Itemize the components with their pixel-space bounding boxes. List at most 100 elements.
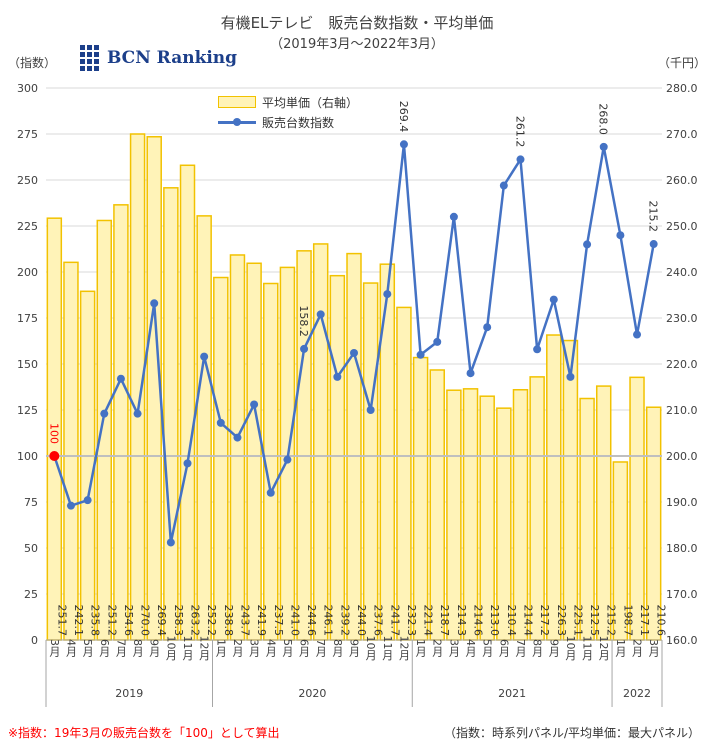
price-value-label: 238.8: [222, 605, 235, 637]
index-point: [433, 337, 442, 346]
month-label: 3月: [447, 639, 460, 657]
price-bar: [396, 306, 412, 641]
legend-line-swatch: [218, 117, 256, 127]
price-bar: [362, 282, 379, 641]
month-label: 8月: [531, 639, 544, 657]
index-point: [483, 323, 492, 332]
bcn-logo: BCN Ranking: [80, 40, 237, 76]
index-point: [633, 330, 642, 339]
month-label: 4月: [64, 639, 77, 657]
legend-item-index: 販売台数指数: [218, 112, 358, 132]
price-value-label: 263.2: [189, 605, 202, 637]
price-value-label: 210.4: [505, 605, 518, 637]
index-point: [333, 372, 342, 381]
right-axis-tick: 280.0: [666, 82, 698, 95]
footnote-panel-note: （指数：時系列パネル/平均単価：最大パネル）: [443, 726, 700, 740]
price-value-label: 244.6: [305, 605, 318, 637]
index-value-label: 261.2: [513, 116, 526, 148]
month-label: 1月: [614, 639, 627, 657]
price-value-label: 217.2: [538, 605, 551, 637]
index-point: [133, 409, 142, 418]
left-axis-tick: 50: [24, 542, 38, 555]
price-value-label: 251.2: [105, 605, 118, 637]
index-point: [300, 344, 309, 353]
left-axis-tick: 75: [24, 496, 38, 509]
price-value-label: 244.0: [355, 605, 368, 637]
month-label: 10月: [164, 636, 177, 661]
right-axis-unit: （千円）: [657, 56, 706, 70]
index-point: [116, 374, 125, 383]
legend-label-index: 販売台数指数: [262, 115, 335, 130]
month-label: 9月: [148, 639, 161, 657]
index-point: [466, 369, 475, 378]
left-axis-tick: 200: [17, 266, 38, 279]
index-point: [266, 488, 275, 497]
year-label: 2019: [115, 687, 143, 700]
left-axis-tick: 225: [17, 220, 38, 233]
left-axis-unit: （指数）: [8, 56, 57, 70]
index-point: [166, 538, 175, 547]
price-bar: [562, 339, 579, 641]
index-point: [533, 345, 542, 354]
right-axis-tick: 220.0: [666, 358, 698, 371]
price-value-label: 226.3: [555, 605, 568, 637]
right-axis-tick: 210.0: [666, 404, 698, 417]
index-point: [150, 299, 159, 308]
price-value-label: 214.4: [521, 605, 534, 637]
legend-item-price: 平均単価（右軸）: [218, 92, 358, 112]
legend-label-price: 平均単価（右軸）: [262, 95, 359, 110]
index-point: [383, 290, 392, 299]
right-axis-tick: 240.0: [666, 266, 698, 279]
month-label: 6月: [98, 639, 111, 657]
price-value-label: 213.0: [488, 605, 501, 637]
month-label: 9月: [547, 639, 560, 657]
price-value-label: 241.7: [388, 605, 401, 637]
month-label: 12月: [397, 636, 410, 661]
left-axis-tick: 300: [17, 82, 38, 95]
left-axis-tick: 275: [17, 128, 38, 141]
price-bar: [196, 215, 212, 641]
chart-title: 有機ELテレビ 販売台数指数・平均単価: [220, 14, 494, 32]
month-label: 11月: [181, 636, 194, 661]
index-point: [616, 231, 625, 240]
month-label: 3月: [248, 639, 261, 657]
price-value-label: 251.7: [55, 605, 68, 637]
month-label: 4月: [464, 639, 477, 657]
month-label: 6月: [497, 639, 510, 657]
right-axis-tick: 250.0: [666, 220, 698, 233]
month-label: 4月: [264, 639, 277, 657]
legend-bar-swatch: [218, 96, 256, 108]
price-value-label: 235.8: [89, 605, 102, 637]
index-point: [66, 501, 75, 510]
price-bar: [546, 334, 562, 641]
month-label: 7月: [514, 639, 527, 657]
price-value-label: 214.3: [455, 605, 468, 637]
right-axis-tick: 260.0: [666, 174, 698, 187]
price-value-label: 254.6: [122, 605, 135, 637]
month-label: 8月: [131, 639, 144, 657]
left-axis-tick: 25: [24, 588, 38, 601]
index-point: [100, 409, 109, 418]
price-value-label: 210.6: [655, 605, 668, 637]
price-value-label: 212.5: [588, 605, 601, 637]
index-point: [566, 372, 575, 381]
index-point: [516, 155, 525, 164]
price-value-label: 269.4: [155, 605, 168, 637]
index-point: [183, 459, 192, 468]
index-point: [583, 240, 592, 249]
price-bar: [213, 276, 229, 641]
index-point: [649, 240, 658, 249]
price-bar: [163, 187, 179, 641]
month-label: 7月: [314, 639, 327, 657]
price-value-label: 198.7: [621, 605, 634, 637]
price-value-label: 215.2: [605, 605, 618, 637]
price-value-label: 258.3: [172, 605, 185, 637]
index-value-label: 158.2: [297, 305, 310, 337]
index-point: [416, 350, 425, 359]
index-point: [83, 496, 92, 505]
left-axis-tick: 250: [17, 174, 38, 187]
index-point: [233, 433, 242, 442]
footnote-index-definition: ※指数：19年3月の販売台数を「100」として算出: [8, 726, 280, 740]
right-axis-tick: 200.0: [666, 450, 698, 463]
